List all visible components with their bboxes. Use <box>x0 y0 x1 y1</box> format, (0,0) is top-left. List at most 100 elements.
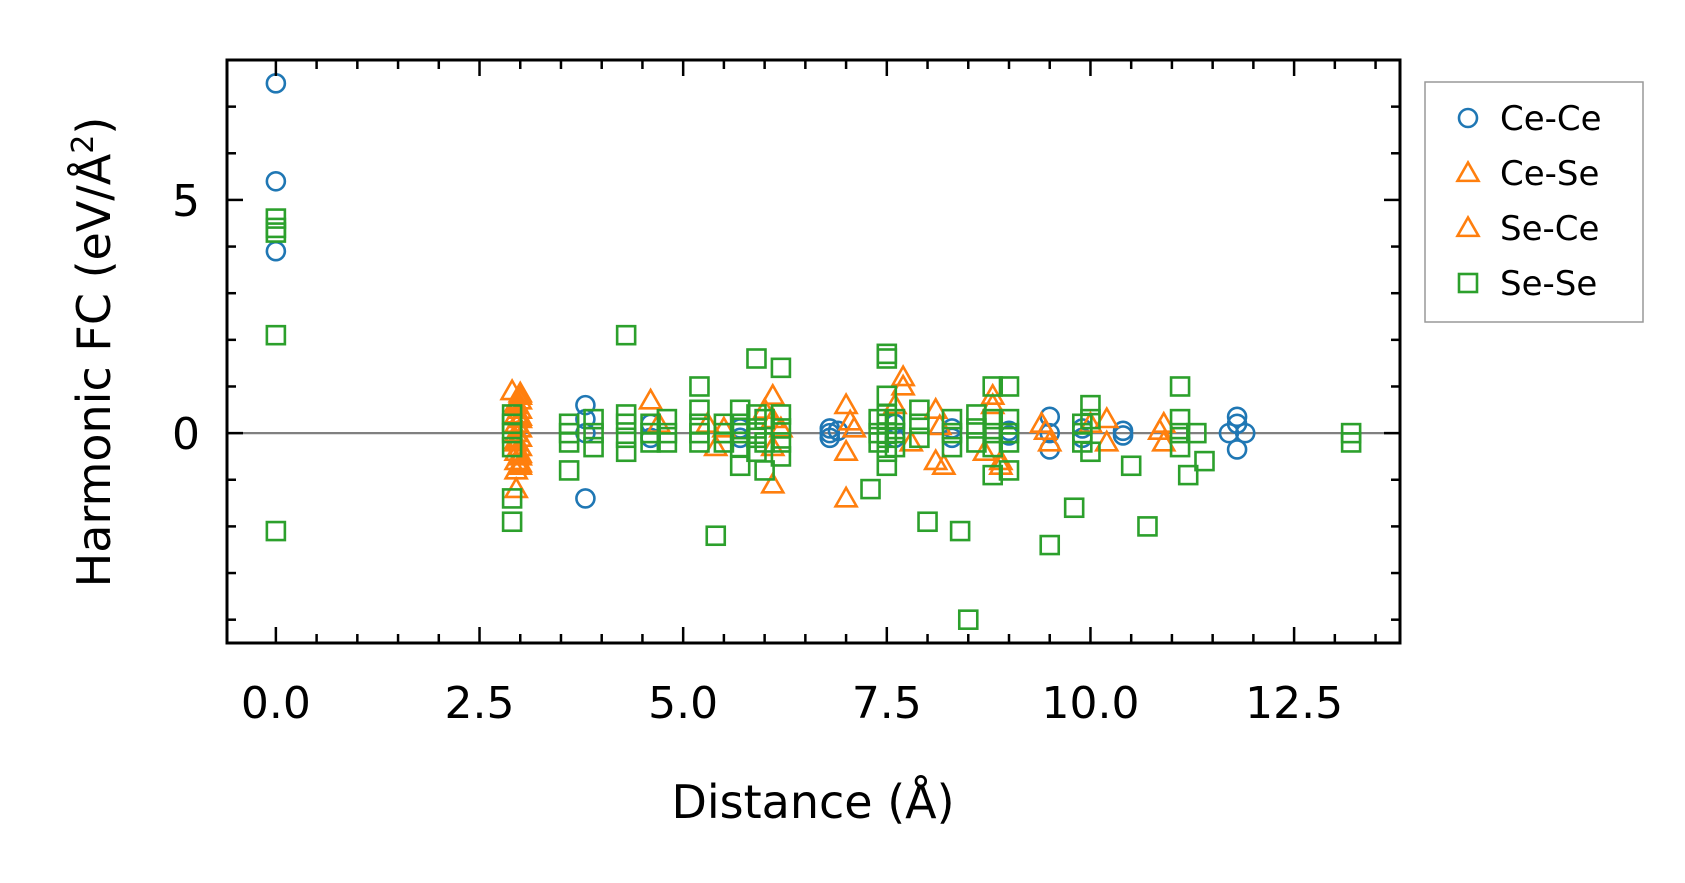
data-point <box>501 488 523 509</box>
data-point <box>729 455 751 477</box>
data-point <box>1036 429 1063 452</box>
data-point <box>575 488 596 509</box>
data-point <box>941 436 963 458</box>
x-tick-label: 7.5 <box>852 678 922 729</box>
data-point <box>507 440 533 464</box>
legend-marker-icon <box>1455 214 1481 238</box>
data-point <box>1137 516 1158 537</box>
data-point <box>558 460 580 481</box>
data-point <box>909 413 930 435</box>
data-point <box>1039 422 1061 444</box>
data-point <box>615 413 637 435</box>
data-point <box>583 436 604 458</box>
data-point <box>982 436 1004 458</box>
data-point <box>931 452 957 475</box>
legend-marker-icon <box>1457 272 1479 294</box>
data-point <box>1094 406 1120 429</box>
data-point <box>503 389 529 412</box>
data-point <box>265 222 287 243</box>
legend-entries: Ce-Ce Ce-Se Se-Ce Se-Se <box>1455 99 1602 304</box>
data-point <box>265 520 287 542</box>
data-point <box>1226 439 1248 460</box>
data-point <box>501 436 523 458</box>
data-point <box>501 511 523 533</box>
data-point <box>998 376 1020 397</box>
data-point <box>1151 429 1177 452</box>
legend-label: Se-Se <box>1500 264 1597 304</box>
y-tick-label: 5 <box>172 176 200 227</box>
data-point <box>637 387 664 410</box>
series-se-se <box>265 208 1362 630</box>
data-point <box>1226 406 1248 428</box>
data-points <box>265 73 1362 630</box>
data-point <box>1039 534 1061 556</box>
data-point <box>941 422 963 444</box>
data-point <box>1169 422 1191 444</box>
x-tick-labels: 0.0 2.5 5.0 7.5 10.0 12.5 <box>241 678 1343 729</box>
data-point <box>754 432 775 453</box>
data-point <box>1120 455 1142 477</box>
data-point <box>982 408 1004 430</box>
y-axis-title-base: Harmonic FC (eV/Å <box>67 153 121 587</box>
y-tick-label: 0 <box>172 409 200 460</box>
data-point <box>770 446 792 467</box>
data-point <box>884 436 906 458</box>
y-axis-title-superscript: 2 <box>66 135 101 154</box>
data-point <box>770 432 792 453</box>
data-point <box>1186 422 1207 444</box>
legend-entry-se-ce: Se-Ce <box>1455 209 1599 249</box>
data-point <box>1080 441 1101 463</box>
data-point <box>909 427 930 449</box>
x-tick-label: 2.5 <box>445 678 515 729</box>
data-point <box>729 399 751 421</box>
data-point <box>966 404 987 425</box>
data-point <box>860 478 881 500</box>
data-point <box>1169 376 1191 397</box>
legend-label: Ce-Se <box>1500 154 1599 194</box>
data-point <box>265 324 287 346</box>
data-point <box>884 422 906 444</box>
data-point <box>1112 425 1134 446</box>
data-point <box>898 429 924 452</box>
data-point <box>837 408 863 431</box>
data-point <box>507 450 533 473</box>
x-tick-label: 12.5 <box>1245 678 1343 729</box>
data-point <box>746 348 767 369</box>
data-point <box>770 404 792 425</box>
legend-label: Se-Ce <box>1500 209 1599 249</box>
data-point <box>884 408 906 430</box>
data-point <box>1063 497 1085 519</box>
data-point <box>833 392 859 415</box>
legend-entry-ce-ce: Ce-Ce <box>1457 99 1602 139</box>
data-point <box>979 392 1006 415</box>
data-point <box>689 399 710 421</box>
data-point <box>615 441 637 463</box>
data-point <box>1194 450 1215 472</box>
data-point <box>909 399 930 421</box>
data-point <box>754 460 775 481</box>
data-point <box>876 348 898 369</box>
plot-frame <box>225 58 1402 645</box>
legend-marker-icon <box>1455 159 1481 183</box>
data-point <box>760 471 786 494</box>
data-point <box>998 432 1020 453</box>
data-point <box>729 422 751 444</box>
data-point <box>998 408 1020 430</box>
data-point <box>501 422 523 444</box>
data-point <box>770 357 792 379</box>
x-tick-label: 0.0 <box>241 678 311 729</box>
data-point <box>1080 408 1101 430</box>
legend: Ce-Ce Ce-Se Se-Ce Se-Se <box>1424 81 1644 323</box>
data-point <box>503 475 529 499</box>
data-point <box>689 376 710 397</box>
data-point <box>1032 417 1059 440</box>
y-tick-labels: 05 <box>172 176 200 460</box>
x-tick-label: 5.0 <box>648 678 718 729</box>
data-point <box>833 438 859 461</box>
data-point <box>1177 464 1199 486</box>
data-point <box>1169 408 1191 430</box>
data-point <box>941 408 963 430</box>
data-point <box>703 433 729 457</box>
data-point <box>1169 436 1191 458</box>
